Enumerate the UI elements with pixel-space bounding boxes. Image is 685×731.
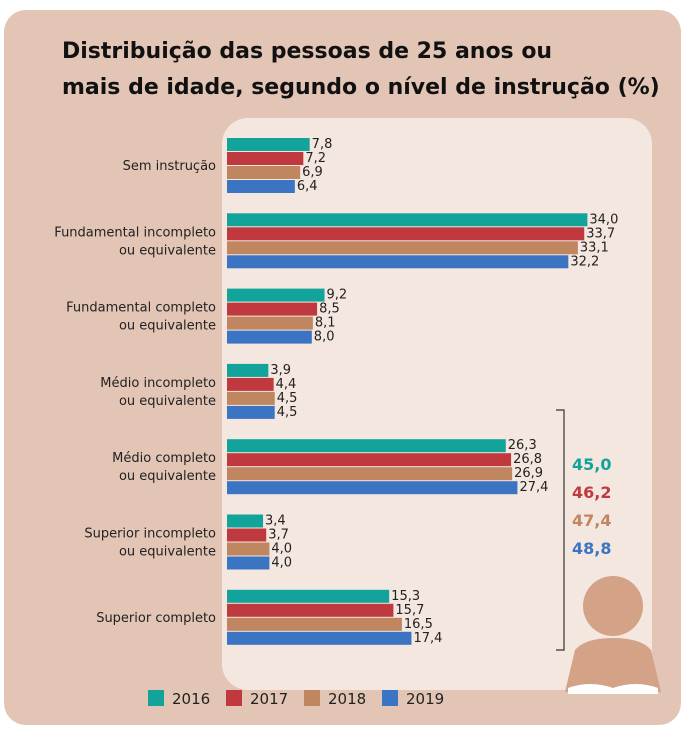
bar: [227, 152, 303, 165]
bar: [227, 378, 274, 391]
value-label: 3,9: [270, 363, 291, 378]
legend-swatch: [226, 690, 242, 706]
value-label: 27,4: [519, 480, 548, 495]
bar: [227, 241, 578, 254]
legend-label: 2018: [328, 690, 366, 708]
bar: [227, 604, 393, 617]
category-label: Superior incompleto: [84, 527, 216, 542]
value-label: 3,4: [265, 514, 286, 529]
bar: [227, 557, 269, 570]
value-label: 4,4: [276, 377, 297, 392]
total-label: 45,0: [572, 455, 611, 474]
category-label: ou equivalente: [119, 545, 216, 560]
chart: Distribuição das pessoas de 25 anos ou ma…: [0, 0, 685, 727]
bar: [227, 632, 411, 645]
value-label: 6,9: [302, 165, 323, 180]
bar: [227, 317, 313, 330]
bar: [227, 331, 312, 344]
bar: [227, 618, 402, 631]
category-label: Médio completo: [112, 451, 216, 466]
legend-swatch: [382, 690, 398, 706]
legend-label: 2017: [250, 690, 288, 708]
value-label: 4,0: [271, 556, 292, 571]
value-label: 3,7: [268, 528, 289, 543]
bar: [227, 515, 263, 528]
bar: [227, 364, 268, 377]
value-label: 15,7: [395, 603, 424, 618]
value-label: 26,8: [513, 452, 542, 467]
category-label: Fundamental completo: [66, 301, 216, 316]
value-label: 33,7: [586, 226, 615, 241]
value-label: 4,5: [277, 405, 298, 420]
bar: [227, 289, 325, 302]
bar: [227, 481, 517, 494]
bar: [227, 529, 266, 542]
category-label: Sem instrução: [123, 159, 216, 174]
bar: [227, 227, 584, 240]
category-label: Superior completo: [96, 611, 216, 626]
bar: [227, 467, 512, 480]
bar: [227, 439, 506, 452]
bar: [227, 590, 389, 603]
total-label: 46,2: [572, 483, 611, 502]
category-label: ou equivalente: [119, 319, 216, 334]
category-label: Fundamental incompleto: [54, 225, 216, 240]
value-label: 8,5: [319, 302, 340, 317]
value-label: 17,4: [413, 631, 442, 646]
total-label: 47,4: [572, 511, 611, 530]
category-label: Médio incompleto: [100, 376, 216, 391]
value-label: 26,9: [514, 466, 543, 481]
bar: [227, 453, 511, 466]
bar: [227, 138, 310, 151]
bar: [227, 406, 275, 419]
bar: [227, 166, 300, 179]
category-label: ou equivalente: [119, 394, 216, 409]
total-label: 48,8: [572, 539, 611, 558]
value-label: 32,2: [570, 254, 599, 269]
value-label: 4,5: [277, 391, 298, 406]
category-label: ou equivalente: [119, 243, 216, 258]
chart-title: Distribuição das pessoas de 25 anos ou: [62, 39, 552, 64]
value-label: 8,1: [315, 316, 336, 331]
value-label: 9,2: [327, 288, 348, 303]
bar: [227, 543, 269, 556]
legend-swatch: [304, 690, 320, 706]
bar: [227, 180, 295, 193]
value-label: 6,4: [297, 179, 318, 194]
value-label: 15,3: [391, 589, 420, 604]
bar: [227, 213, 587, 226]
chart-title: mais de idade, segundo o nível de instru…: [62, 75, 660, 100]
category-label: ou equivalente: [119, 469, 216, 484]
value-label: 34,0: [589, 212, 618, 227]
bar: [227, 303, 317, 316]
bar: [227, 392, 275, 405]
value-label: 26,3: [508, 438, 537, 453]
value-label: 8,0: [314, 330, 335, 345]
value-label: 33,1: [580, 240, 609, 255]
bar: [227, 255, 568, 268]
value-label: 7,2: [305, 151, 326, 166]
value-label: 7,8: [312, 137, 333, 152]
legend-swatch: [148, 690, 164, 706]
legend-label: 2016: [172, 690, 210, 708]
value-label: 16,5: [404, 617, 433, 632]
legend-label: 2019: [406, 690, 444, 708]
value-label: 4,0: [271, 542, 292, 557]
